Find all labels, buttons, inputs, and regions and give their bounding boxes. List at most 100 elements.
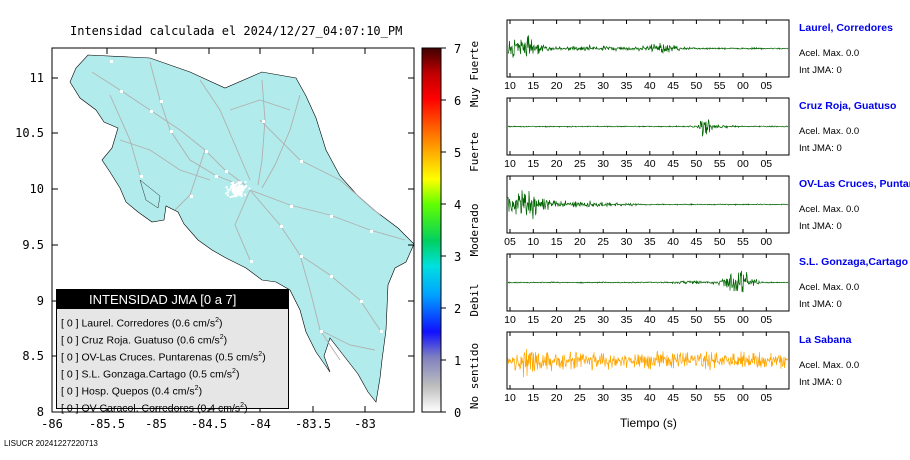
trace-tick-label: 25 bbox=[574, 314, 586, 326]
station-int-jma: Int JMA: 0 bbox=[799, 65, 842, 76]
trace-tick-label: 25 bbox=[597, 236, 609, 248]
trace-tick-label: 55 bbox=[714, 392, 726, 404]
map-y-tick-label: 9 bbox=[37, 294, 44, 308]
legend-row: [ 0 ] Cruz Roja. Guatuso (0.6 cm/s2) bbox=[61, 334, 228, 347]
map-x-tick-label: -83 bbox=[354, 417, 376, 431]
legend-station: Hosp. Quepos bbox=[81, 385, 149, 398]
trace-tick-label: 00 bbox=[737, 392, 749, 404]
map-x-tick-label: -83.5 bbox=[295, 417, 331, 431]
legend-station: OV-Caracol. Corredores bbox=[81, 402, 195, 415]
trace-tick-label: 50 bbox=[691, 80, 703, 92]
colorbar-label: Fuerte bbox=[468, 132, 481, 172]
trace-tick-label: 00 bbox=[737, 314, 749, 326]
colorbar-number: 2 bbox=[454, 302, 461, 316]
trace-tick-label: 45 bbox=[691, 236, 703, 248]
seismogram-trace bbox=[507, 270, 789, 293]
legend-row: [ 0 ] OV-Las Cruces. Puntarenas (0.5 cm/… bbox=[61, 351, 266, 364]
trace-tick-label: 20 bbox=[551, 158, 563, 170]
map-y-tick-label: 10.5 bbox=[15, 126, 44, 140]
legend-station: S.L. Gonzaga.Cartago bbox=[81, 368, 186, 381]
legend-row: [ 0 ] OV-Caracol. Corredores (0.4 cm/s2) bbox=[61, 402, 248, 415]
map-y-tick-label: 11 bbox=[30, 71, 44, 85]
intensity-legend: INTENSIDAD JMA [0 a 7] [ 0 ] Laurel. Cor… bbox=[56, 289, 289, 415]
trace-tick-label: 45 bbox=[667, 158, 679, 170]
seismogram-trace bbox=[507, 190, 789, 220]
road-network bbox=[91, 61, 406, 361]
legend-unit: cm/s bbox=[172, 385, 195, 398]
legend-unit: cm/s bbox=[236, 351, 259, 364]
map-y-tick-label: 8.5 bbox=[22, 349, 44, 363]
station-acel-max: Acel. Max. 0.0 bbox=[799, 282, 860, 293]
colorbar-label: No sentido bbox=[468, 343, 481, 409]
trace-tick-label: 55 bbox=[737, 236, 749, 248]
map-x-tick-label: -86 bbox=[41, 417, 63, 431]
trace-tick-label: 10 bbox=[504, 392, 516, 404]
colorbar-number: 3 bbox=[454, 250, 461, 264]
seismogram-trace bbox=[507, 119, 789, 137]
trace-tick-label: 20 bbox=[551, 314, 563, 326]
trace-tick-label: 10 bbox=[504, 158, 516, 170]
trace-tick-label: 55 bbox=[714, 158, 726, 170]
legend-code: [ 0 ] bbox=[61, 317, 79, 330]
map-x-tick-label: -84 bbox=[249, 417, 271, 431]
colorbar-number: 6 bbox=[454, 94, 461, 108]
trace-tick-label: 40 bbox=[644, 158, 656, 170]
legend-value: (0.4 bbox=[151, 385, 170, 398]
legend-unit: cm/s bbox=[197, 334, 220, 347]
trace-tick-label: 25 bbox=[574, 392, 586, 404]
legend-row: [ 0 ] S.L. Gonzaga.Cartago (0.5 cm/s2) bbox=[61, 368, 240, 381]
legend-unit-exponent: 2 bbox=[215, 317, 219, 324]
legend-unit-exponent: 2 bbox=[232, 368, 236, 375]
colorbar-number: 0 bbox=[454, 406, 461, 420]
seismogram-trace bbox=[507, 348, 789, 378]
legend-value: (0.5 bbox=[215, 351, 234, 364]
trace-tick-label: 20 bbox=[551, 80, 563, 92]
trace-tick-label: 15 bbox=[551, 236, 563, 248]
trace-tick-label: 20 bbox=[574, 236, 586, 248]
trace-tick-label: 15 bbox=[527, 392, 539, 404]
trace-tick-label: 40 bbox=[644, 392, 656, 404]
trace-tick-label: 45 bbox=[667, 80, 679, 92]
legend-unit: cm/s bbox=[192, 317, 216, 330]
map-y-tick-label: 10 bbox=[30, 182, 44, 196]
trace-tick-label: 35 bbox=[621, 314, 633, 326]
seismogram-panel: 05 10 15 20 25 30 35 40 45 50 55 00 bbox=[504, 175, 790, 248]
colorbar-number: 7 bbox=[454, 42, 461, 56]
legend-unit-exponent: 2 bbox=[194, 385, 199, 392]
station-name: OV-Las Cruces, Puntar bbox=[799, 178, 910, 190]
legend-code: [ 0 ] bbox=[61, 385, 79, 398]
seismogram-panel: 10 15 20 25 30 35 40 45 50 55 00 05 bbox=[504, 97, 790, 170]
trace-tick-label: 30 bbox=[597, 392, 609, 404]
station-int-jma: Int JMA: 0 bbox=[799, 377, 842, 388]
trace-tick-label: 15 bbox=[527, 158, 539, 170]
trace-tick-label: 15 bbox=[527, 80, 539, 92]
trace-tick-label: 25 bbox=[574, 80, 586, 92]
legend-value: (0.6 bbox=[171, 317, 190, 330]
trace-tick-label: 50 bbox=[714, 236, 726, 248]
legend-code: [ 0 ] bbox=[61, 334, 79, 347]
costa-rica-land bbox=[69, 54, 414, 403]
legend-title: INTENSIDAD JMA [0 a 7] bbox=[57, 290, 288, 309]
map-axis-ticks: -86 -85.5 -85 -84.5 -84 -83.5 -83 11 10.5 10 9.5 9 8… bbox=[15, 48, 414, 431]
trace-tick-label: 40 bbox=[644, 80, 656, 92]
legend-unit-exponent: 2 bbox=[219, 334, 224, 341]
legend-code: [ 0 ] bbox=[61, 402, 79, 415]
legend-unit: cm/s bbox=[218, 402, 241, 415]
seismogram-trace bbox=[507, 35, 789, 58]
colorbar-label: Debil bbox=[468, 283, 481, 316]
footer-id: LISUCR 20241227220713 bbox=[4, 439, 98, 448]
colorbar-gradient bbox=[421, 47, 442, 413]
trace-tick-label: 15 bbox=[527, 314, 539, 326]
trace-tick-label: 30 bbox=[621, 236, 633, 248]
trace-tick-label: 10 bbox=[504, 80, 516, 92]
station-name: S.L. Gonzaga,Cartago bbox=[799, 256, 909, 268]
legend-station: OV-Las Cruces. Puntarenas bbox=[81, 351, 213, 364]
seismogram-panel: 10 15 20 25 30 35 40 45 50 55 00 05 bbox=[504, 331, 790, 404]
colorbar-labels: Muy Fuerte Fuerte Moderado Debil No sentido bbox=[468, 41, 481, 409]
station-int-jma: Int JMA: 0 bbox=[799, 221, 842, 232]
trace-tick-label: 35 bbox=[621, 158, 633, 170]
legend-row: [ 0 ] Laurel. Corredores (0.6 cm/s2) bbox=[61, 317, 223, 330]
colorbar-number: 4 bbox=[454, 198, 461, 212]
station-int-jma: Int JMA: 0 bbox=[799, 143, 842, 154]
